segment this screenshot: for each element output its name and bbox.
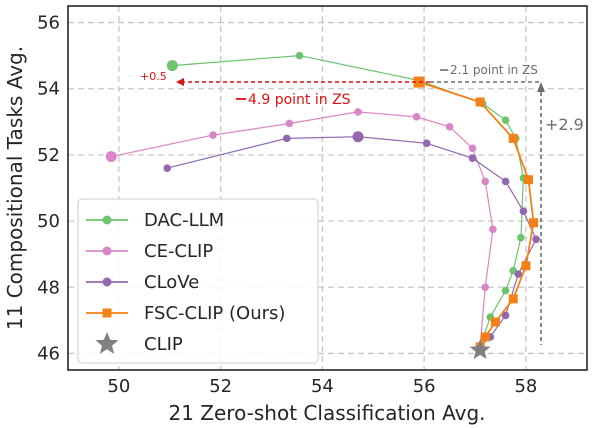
plus-half-label: +0.5	[140, 70, 167, 83]
legend-marker	[95, 331, 119, 354]
data-point	[501, 177, 510, 186]
legend-marker	[102, 277, 112, 287]
data-point	[519, 207, 528, 215]
legend-item: CE-CLIP	[86, 241, 213, 262]
legend-label: CLoVe	[144, 272, 199, 293]
data-point	[354, 108, 362, 116]
x-tick-label: 52	[209, 376, 232, 397]
gray-annotation-label: 2.1 point in ZS	[450, 63, 538, 77]
x-tick-label: 50	[107, 376, 130, 397]
data-point	[468, 144, 477, 153]
data-point	[529, 218, 539, 228]
grid	[68, 6, 587, 370]
data-point	[481, 283, 490, 292]
y-tick-label: 56	[37, 13, 60, 34]
data-point	[209, 131, 217, 139]
legend-marker	[102, 308, 112, 318]
data-point	[514, 270, 523, 278]
data-point	[490, 317, 500, 327]
series-line	[418, 81, 535, 348]
gray-arrow-head	[537, 82, 545, 92]
data-point	[166, 60, 178, 72]
data-point	[501, 286, 510, 295]
data-point	[517, 233, 525, 242]
legend-item: FSC-CLIP (Ours)	[86, 303, 285, 324]
data-point	[469, 339, 491, 359]
data-point	[468, 154, 477, 163]
y-tick-label: 50	[37, 211, 60, 232]
y-tick-label: 48	[37, 277, 60, 298]
x-tick-label: 56	[413, 376, 436, 397]
series-1	[105, 108, 497, 351]
data-point	[352, 131, 364, 143]
legend: DAC-LLM CE-CLIP CLoVe FSC-CLIP (Ours) CLIP	[77, 198, 319, 364]
y-axis-label: 11 Compositional Tasks Avg.	[3, 46, 27, 330]
data-point	[445, 122, 454, 131]
legend-item: DAC-LLM	[86, 210, 224, 231]
data-point	[282, 134, 291, 143]
annotations: +0.5 4.9 point in ZS 2.1 point in ZS +2.…	[140, 63, 584, 345]
legend-label: FSC-CLIP (Ours)	[144, 303, 285, 324]
data-point	[480, 332, 490, 342]
series-line	[167, 136, 537, 348]
data-point	[489, 225, 497, 234]
data-point	[501, 311, 510, 320]
legend-marker	[102, 215, 112, 225]
data-point	[523, 175, 533, 185]
data-point	[508, 294, 518, 304]
red-annotation-label: 4.9 point in ZS	[248, 92, 351, 108]
plot-frame	[67, 5, 588, 371]
legend-label: CLIP	[144, 334, 183, 355]
y-tick-label: 46	[37, 343, 60, 364]
data-point	[105, 151, 117, 163]
legend-marker	[102, 246, 112, 256]
legend-item: CLoVe	[86, 272, 199, 293]
y-tick-label: 54	[37, 79, 60, 100]
data-point	[508, 133, 518, 143]
legend-label: DAC-LLM	[144, 210, 224, 231]
x-axis-label: 21 Zero-shot Classification Avg.	[168, 401, 485, 425]
series-4	[469, 339, 491, 359]
plus-delta-label: +2.9	[545, 115, 584, 134]
data-point	[481, 177, 490, 186]
data-point	[295, 51, 304, 60]
data-point	[285, 119, 294, 128]
data-point	[422, 139, 431, 148]
data-point	[163, 164, 172, 172]
x-ticks: 50 52 54 56 58	[107, 376, 537, 397]
data-point	[501, 116, 510, 124]
x-tick-label: 54	[311, 376, 334, 397]
y-ticks: 46 48 50 52 54 56	[37, 13, 60, 365]
legend-label: CE-CLIP	[144, 241, 213, 262]
data-point	[475, 97, 485, 107]
y-tick-label: 52	[37, 145, 60, 166]
red-arrow-head	[176, 78, 184, 86]
legend-box	[77, 198, 319, 364]
x-tick-label: 58	[514, 376, 537, 397]
data-point	[412, 113, 421, 121]
data-point	[532, 235, 540, 244]
legend-item: CLIP	[95, 331, 183, 355]
data-point	[521, 261, 531, 271]
